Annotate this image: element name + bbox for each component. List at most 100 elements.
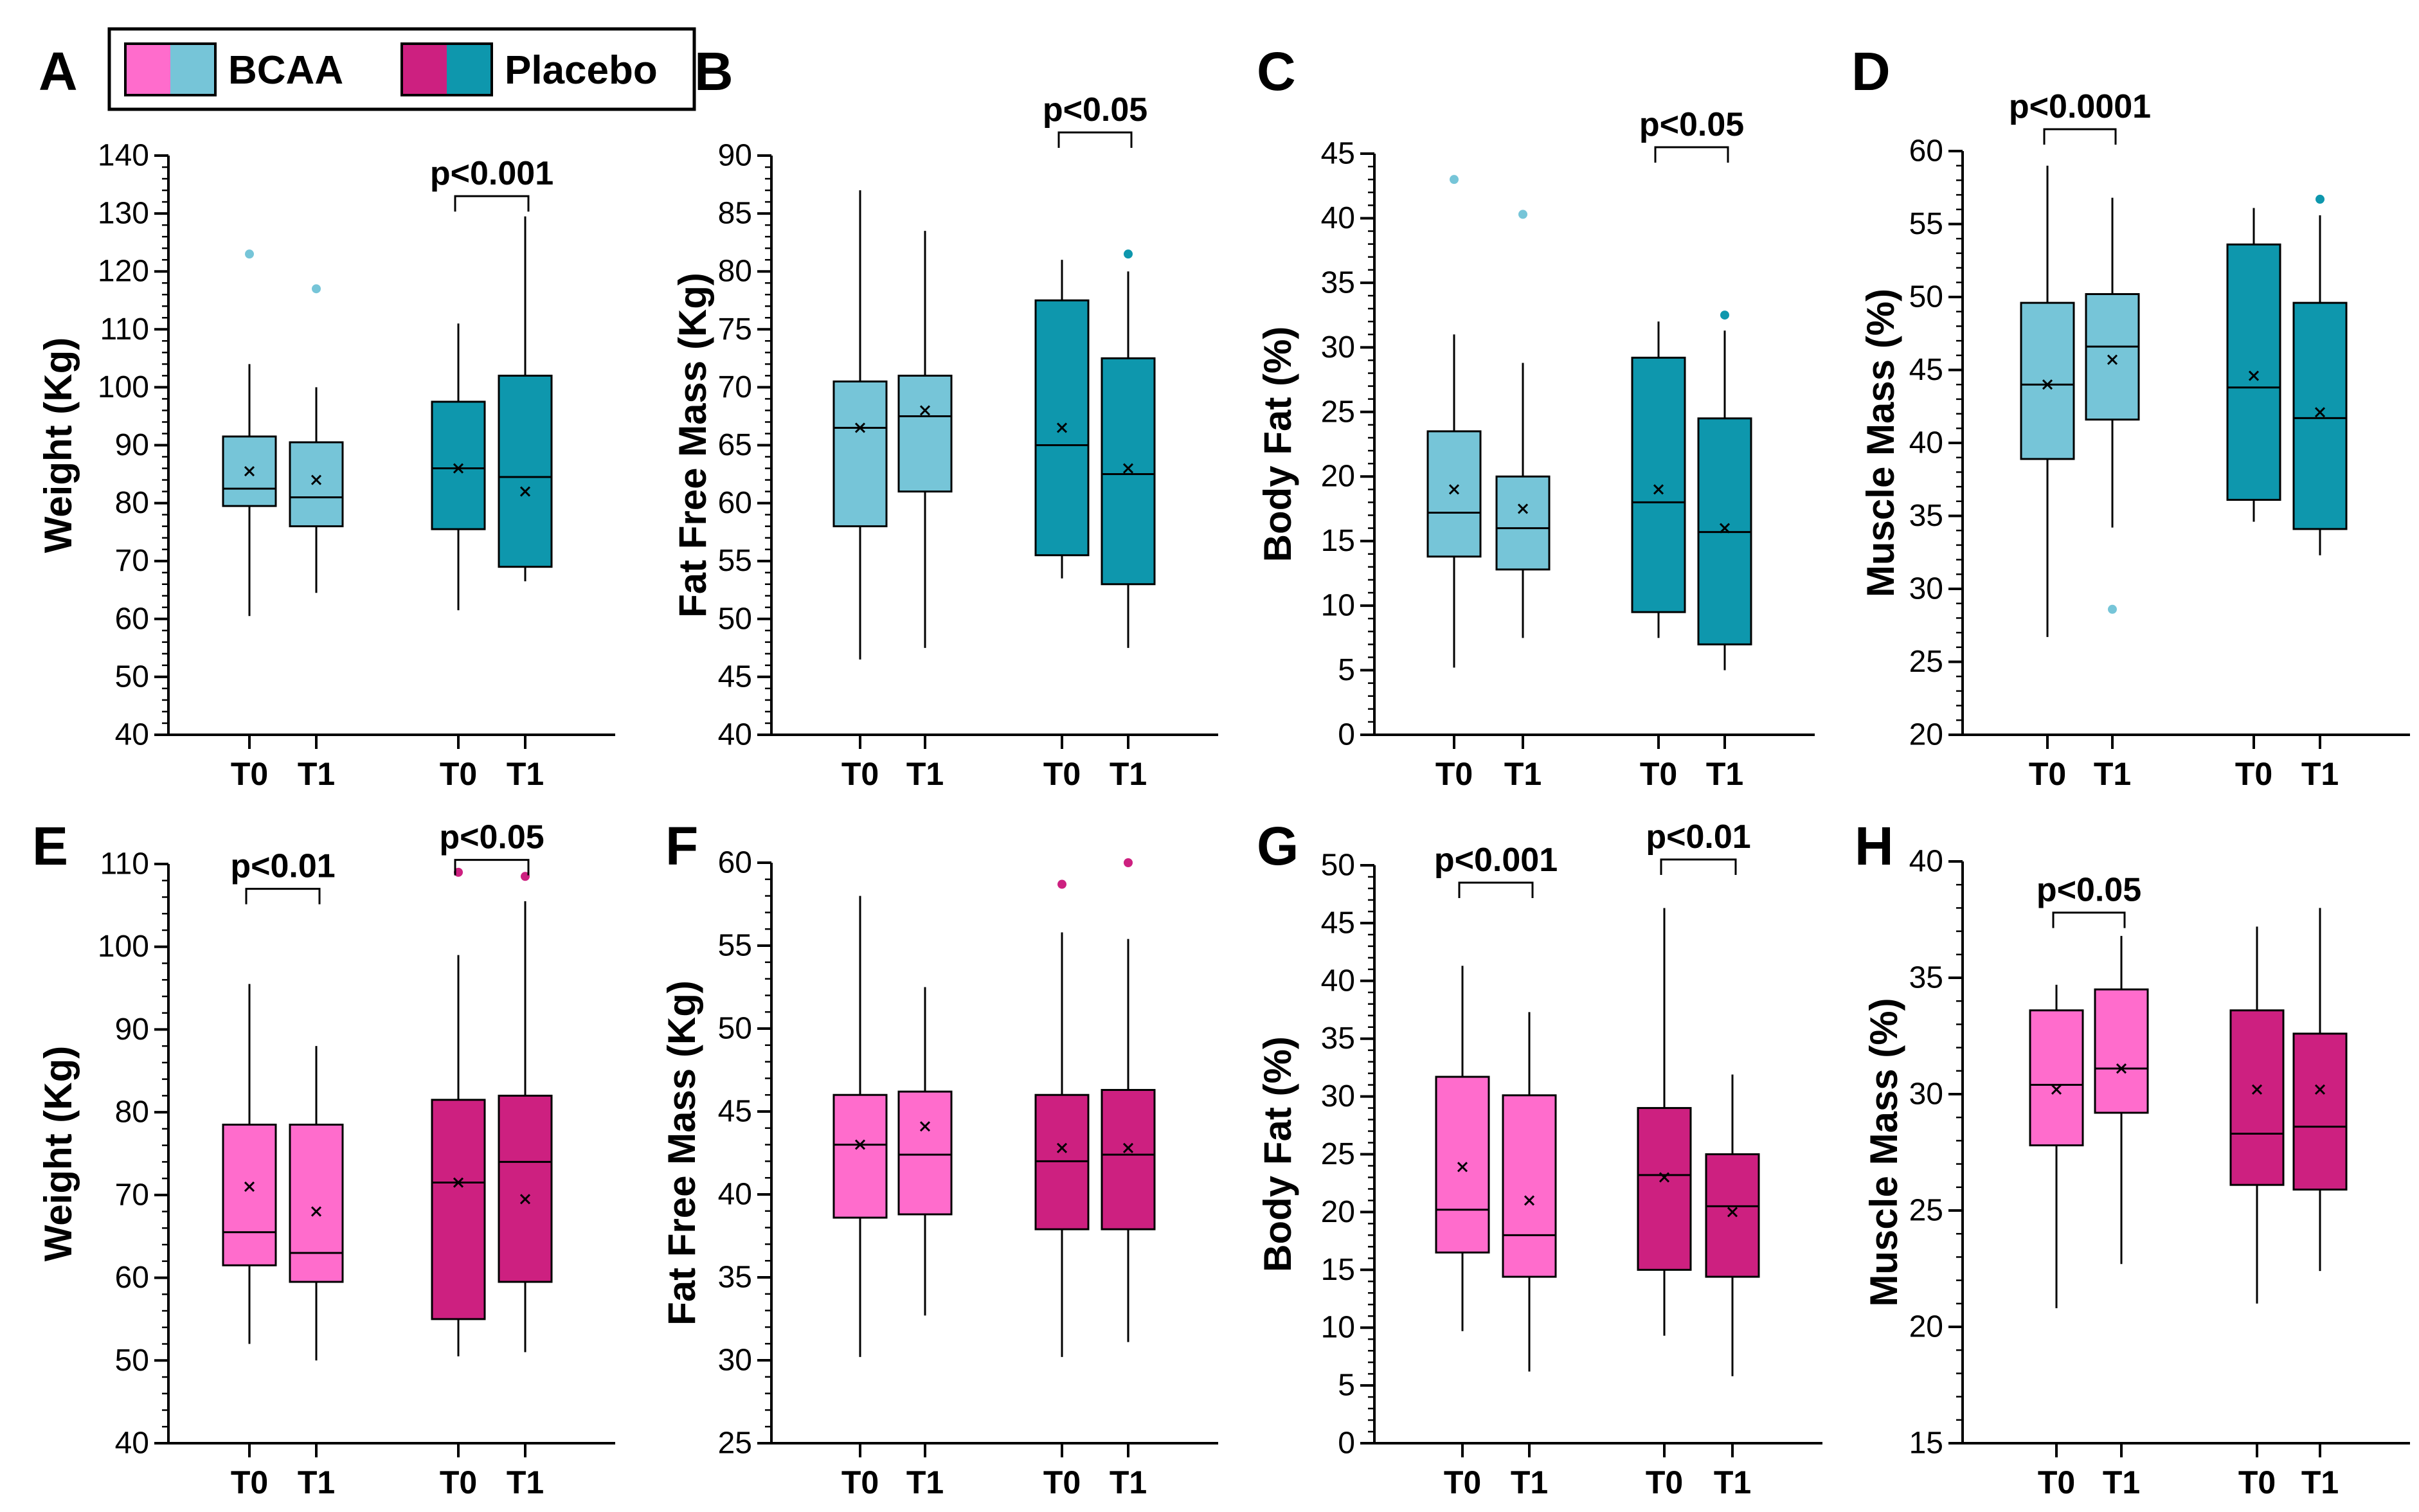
x-tick-label: T0 [1435,756,1473,792]
x-tick-label: T1 [2301,1464,2339,1500]
outlier-point [1720,310,1729,320]
y-tick-label: 80 [718,255,752,289]
box-iqr [1631,356,1686,613]
mean-marker [2314,1084,2326,1095]
x-tick-label: T0 [231,756,268,792]
x-ticks: T0 T1 T0 T1 [841,1443,1147,1500]
y-tick-label: 110 [100,312,149,346]
y-tick-label: 130 [98,197,149,231]
axes [1961,861,2410,1444]
y-tick-label: 10 [1321,1311,1355,1345]
box-iqr [289,441,344,528]
p-value-label: p<0.05 [1639,106,1744,143]
significance-bracket [2043,128,2117,145]
y-tick-label: 50 [1909,280,1943,314]
y-axis-label: Weight (Kg) [37,338,80,553]
x-tick-label: T0 [841,1464,879,1500]
x-ticks: T0 T1 T0 T1 [2029,735,2339,792]
y-tick-label: 25 [718,1426,752,1461]
box-bcaa-t0 [222,984,277,1344]
y-tick-label: 40 [1321,964,1355,998]
panel-letter: E [32,816,68,876]
outlier-point [1124,858,1133,867]
x-tick-label: T0 [1646,1464,1683,1500]
mean-marker [1719,523,1731,534]
box-placebo-t1 [1697,310,1752,670]
box-iqr [2226,243,2281,501]
y-tick-label: 45 [1321,906,1355,940]
significance-bracket [454,859,530,876]
x-tick-label: T1 [298,1464,335,1500]
x-ticks: T0 T1 T0 T1 [1435,735,1743,792]
y-tick-label: 70 [115,1178,149,1212]
box-iqr [289,1123,344,1283]
y-major-ticks: 20 25 30 35 40 45 50 55 60 [1909,134,1963,752]
mean-marker [453,1177,464,1188]
box-bcaa-t0 [2029,984,2084,1309]
box-placebo-t0 [2229,926,2285,1304]
box-iqr [2292,302,2348,530]
y-major-ticks: 40 50 60 70 80 90 100 110 [98,847,168,1461]
legend-swatch-right [170,44,215,95]
box-iqr [498,1094,553,1283]
box-placebo-t1 [2292,908,2348,1272]
y-tick-label: 30 [1909,572,1943,606]
x-tick-label: T1 [1714,1464,1751,1500]
box-iqr [2020,302,2075,460]
box-iqr [498,374,553,568]
mean-marker [1659,1172,1670,1183]
mean-marker [2042,379,2053,390]
y-tick-label: 35 [1909,961,1943,995]
outlier-point [1450,175,1459,184]
box-placebo-t0 [1034,260,1090,579]
box-iqr [897,374,953,493]
panel-b: B Fat Free Mass (Kg) 40 45 50 55 60 65 70 75 80 85 9… [671,41,1218,792]
significance-annotation: p<0.01 [1646,818,1751,876]
y-tick-label: 55 [1909,207,1943,241]
p-value-label: p<0.001 [430,155,553,192]
y-minor-ticks [765,861,771,1444]
y-tick-label: 85 [718,197,752,231]
significance-bracket [454,195,530,212]
p-value-label: p<0.05 [1043,91,1147,129]
y-tick-label: 25 [1321,395,1355,429]
y-tick-label: 50 [718,1012,752,1046]
x-tick-label: T0 [1640,756,1677,792]
mean-marker [244,1181,255,1192]
y-tick-label: 25 [1321,1137,1355,1171]
y-tick-label: 40 [1909,845,1943,879]
y-tick-label: 90 [115,428,149,462]
box-placebo-t1 [1705,1074,1760,1376]
x-tick-label: T0 [2235,756,2272,792]
y-tick-label: 90 [718,139,752,173]
x-tick-label: T0 [2029,756,2066,792]
y-axis-label: Weight (Kg) [37,1046,80,1261]
box-bcaa-t1 [897,231,953,648]
y-tick-label: 90 [115,1013,149,1047]
y-tick-label: 35 [1321,1022,1355,1056]
y-tick-label: 60 [718,846,752,880]
box-iqr [832,380,888,528]
mean-marker [1122,463,1134,474]
box-bcaa-t0 [222,249,277,616]
x-tick-label: T0 [2038,1464,2075,1500]
mean-marker [519,486,531,497]
y-tick-label: 5 [1338,1369,1355,1403]
axes [1373,154,1815,736]
y-tick-label: 15 [1909,1426,1943,1461]
y-tick-label: 45 [1321,137,1355,171]
y-major-ticks: 0 5 10 15 20 25 30 35 40 45 [1321,137,1374,752]
legend-swatch-left [402,44,447,95]
box-iqr [832,1094,888,1219]
legend-swatch-left [125,44,170,95]
x-tick-label: T1 [2301,756,2339,792]
y-tick-label: 55 [718,929,752,963]
x-tick-label: T0 [1043,756,1081,792]
box-iqr [431,1099,486,1320]
legend-label: BCAA [228,48,343,93]
y-axis-label: Body Fat (%) [1256,327,1299,562]
panel-letter: D [1851,41,1891,102]
